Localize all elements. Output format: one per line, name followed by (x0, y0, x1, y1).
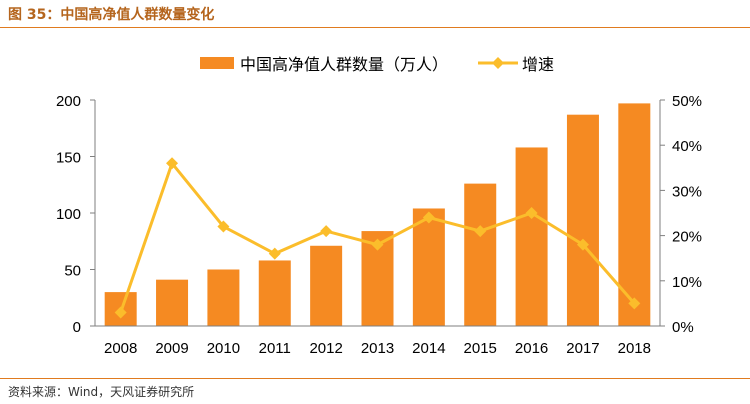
x-tick-label: 2017 (566, 340, 599, 357)
x-tick-label: 2018 (618, 340, 651, 357)
y-left-tick-label: 50 (64, 263, 81, 280)
bar-2015 (464, 183, 497, 326)
growth-point-2011 (268, 247, 281, 260)
chart: 0 50 100 150 200 0% 10% 20% 30% 40% 50% 2008 2009 201… (56, 55, 702, 357)
bar-2018 (618, 103, 651, 326)
x-tick-label: 2011 (259, 340, 291, 357)
figure-title: 图 35：中国高净值人群数量变化 (8, 7, 215, 23)
x-tick-label: 2012 (309, 340, 342, 357)
growth-point-2016 (525, 207, 538, 219)
growth-point-2014 (422, 211, 435, 224)
y-right-tick-label: 50% (672, 93, 702, 110)
bar-2014 (412, 208, 445, 326)
y-left-tick-label: 150 (56, 150, 81, 167)
x-tick-label: 2015 (464, 340, 497, 357)
x-tick-label: 2016 (515, 340, 548, 357)
growth-point-2018 (628, 297, 641, 310)
legend-bar-swatch (200, 57, 234, 69)
y-left-tick-label: 100 (56, 206, 81, 223)
bar-2016 (515, 147, 548, 326)
bar-2011 (258, 260, 291, 326)
bar-2010 (207, 269, 240, 326)
y-right-tick-label: 40% (672, 138, 702, 155)
growth-point-2010 (217, 220, 230, 233)
growth-point-2012 (320, 225, 333, 238)
bar-series (104, 103, 651, 326)
top-rule (0, 27, 750, 28)
growth-point-2013 (371, 238, 384, 251)
x-tick-label: 2008 (104, 340, 137, 357)
x-tick-label: 2010 (207, 340, 240, 357)
bar-2012 (310, 245, 343, 326)
y-left-tick-label: 200 (56, 93, 81, 110)
legend-diamond-marker (492, 57, 504, 69)
x-tick-label: 2014 (412, 340, 445, 357)
bar-2009 (156, 279, 189, 326)
legend-bar-label: 中国高净值人群数量（万人） (240, 55, 448, 74)
growth-point-2017 (576, 238, 589, 251)
axes (90, 99, 665, 327)
y-right-tick-label: 0% (672, 319, 694, 336)
y-right-tick-label: 30% (672, 183, 702, 200)
y-right-tick-label: 10% (672, 274, 702, 291)
x-tick-label: 2009 (155, 340, 188, 357)
bottom-rule (0, 378, 750, 379)
growth-point-2008 (114, 306, 127, 319)
growth-line-series (114, 157, 641, 319)
bar-2017 (566, 114, 599, 326)
source-note: 资料来源：Wind，天风证券研究所 (8, 385, 195, 399)
tick-labels: 0 50 100 150 200 0% 10% 20% 30% 40% 50% 2008 2009 201… (56, 93, 702, 357)
growth-point-2009 (166, 157, 179, 170)
x-tick-label: 2013 (361, 340, 394, 357)
y-left-tick-label: 0 (73, 319, 81, 336)
legend: 中国高净值人群数量（万人） 增速 (200, 55, 554, 74)
legend-line-label: 增速 (522, 55, 554, 74)
growth-point-2015 (474, 225, 487, 238)
y-right-tick-label: 20% (672, 229, 702, 246)
